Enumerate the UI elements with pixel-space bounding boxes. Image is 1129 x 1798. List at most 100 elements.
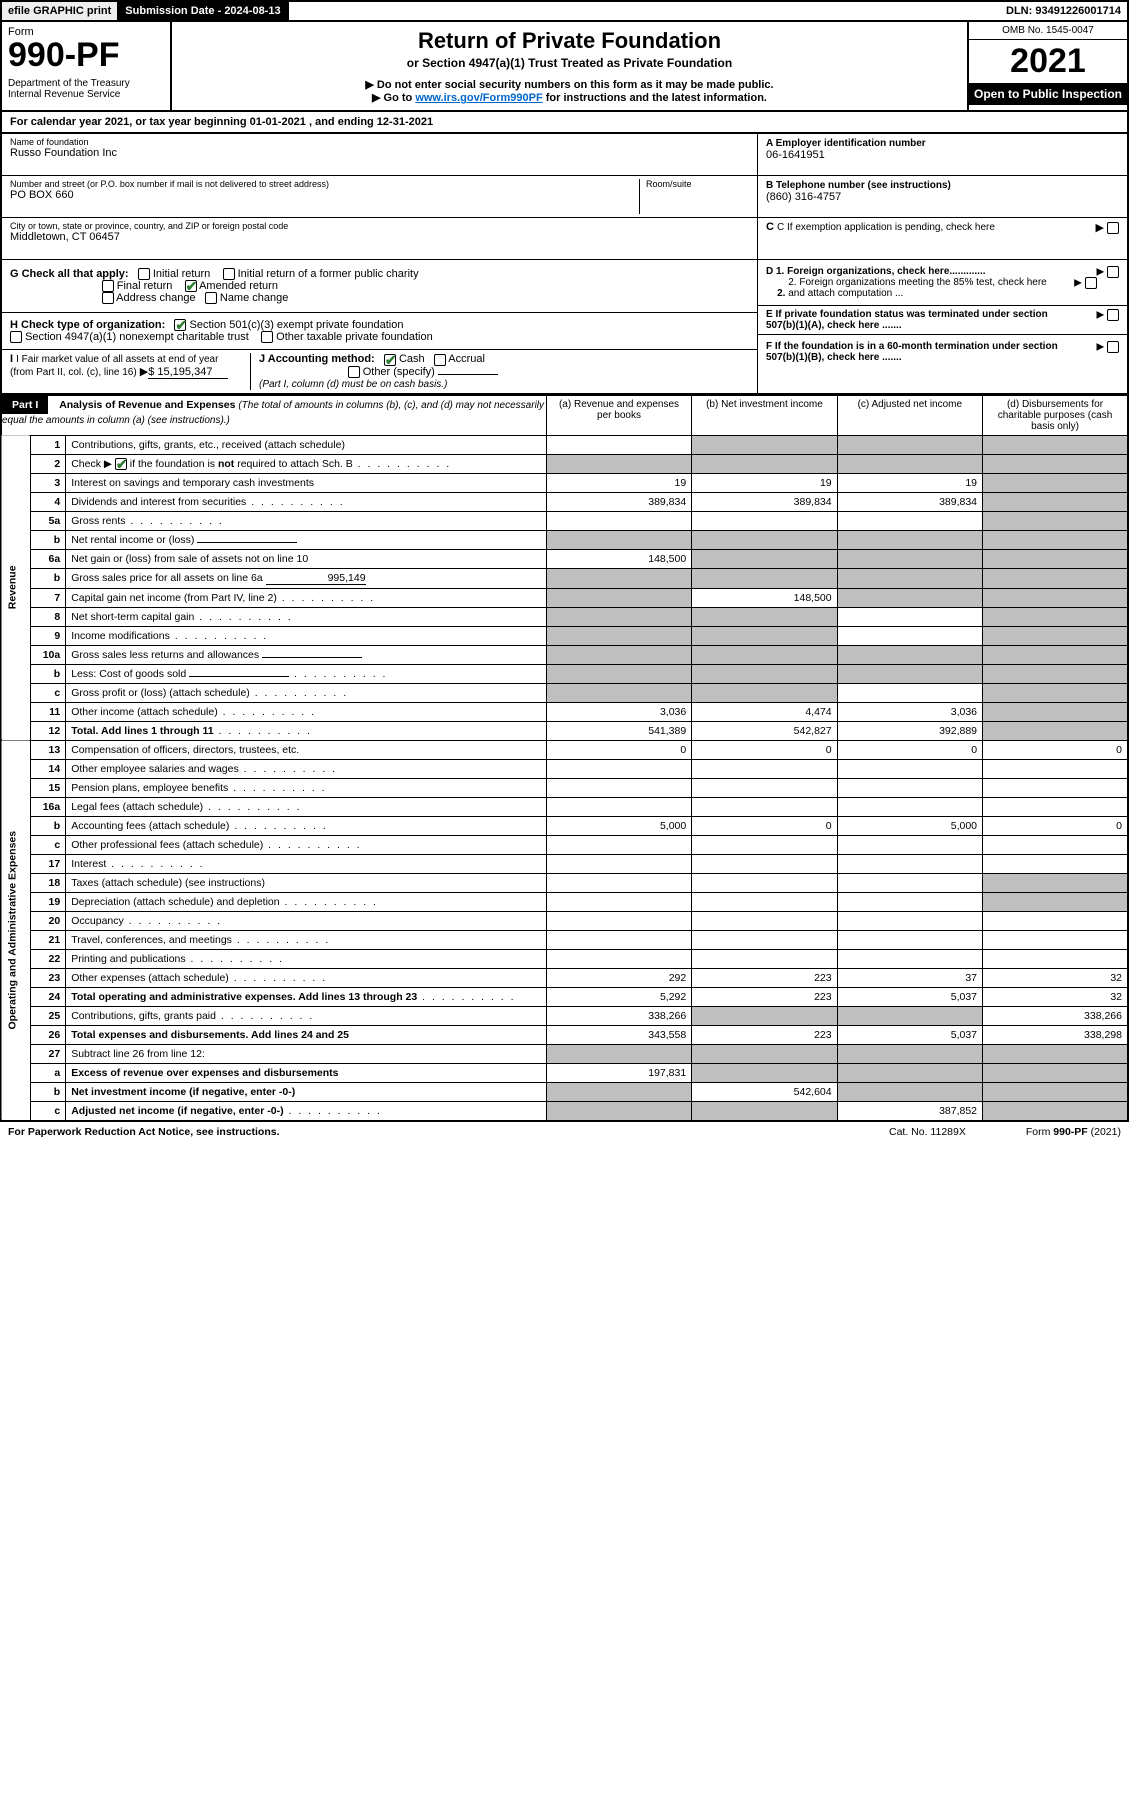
line-number: 12 [31,721,66,740]
line-description: Total. Add lines 1 through 11 [66,721,547,740]
amount-cell [837,645,982,664]
amount-cell: 37 [837,968,982,987]
line-description: Contributions, gifts, grants, etc., rece… [66,435,547,454]
table-row: bAccounting fees (attach schedule)5,0000… [1,816,1128,835]
chk-status-terminated[interactable] [1107,309,1119,321]
amount-cell [692,568,837,588]
chk-501c3[interactable] [174,319,186,331]
amount-cell [692,454,837,473]
chk-accrual[interactable] [434,354,446,366]
table-row: aExcess of revenue over expenses and dis… [1,1063,1128,1082]
table-row: 11Other income (attach schedule)3,0364,4… [1,702,1128,721]
instructions-link-line: ▶ Go to www.irs.gov/Form990PF for instru… [184,91,955,104]
amount-cell: 541,389 [546,721,691,740]
line-number: 22 [31,949,66,968]
line-number: b [31,664,66,683]
submission-date: Submission Date - 2024-08-13 [119,2,288,20]
table-row: 3Interest on savings and temporary cash … [1,473,1128,492]
chk-final-return[interactable] [102,280,114,292]
line-number: 13 [31,740,66,759]
table-row: 25Contributions, gifts, grants paid338,2… [1,1006,1128,1025]
city-label: City or town, state or province, country… [10,221,749,231]
chk-foreign-org[interactable] [1107,266,1119,278]
amount-cell [692,873,837,892]
amount-cell [837,664,982,683]
line-description: Taxes (attach schedule) (see instruction… [66,873,547,892]
line-description: Adjusted net income (if negative, enter … [66,1101,547,1121]
table-row: cAdjusted net income (if negative, enter… [1,1101,1128,1121]
chk-amended-return[interactable] [185,280,197,292]
table-row: 27Subtract line 26 from line 12: [1,1044,1128,1063]
amount-cell [983,1082,1128,1101]
line-number: c [31,835,66,854]
amount-cell [837,1063,982,1082]
amount-cell [837,1044,982,1063]
line-description: Printing and publications [66,949,547,968]
line-number: 19 [31,892,66,911]
amount-cell [692,930,837,949]
chk-other-taxable[interactable] [261,331,273,343]
name-label: Name of foundation [10,137,749,147]
table-row: 6aNet gain or (loss) from sale of assets… [1,549,1128,568]
dept-treasury: Department of the Treasury Internal Reve… [8,78,164,100]
chk-name-change[interactable] [205,292,217,304]
amount-cell [837,1006,982,1025]
chk-85pct[interactable] [1085,277,1097,289]
amount-cell: 0 [546,740,691,759]
amount-cell: 338,266 [983,1006,1128,1025]
chk-60month[interactable] [1107,341,1119,353]
amount-cell [546,1101,691,1121]
amount-cell: 3,036 [837,702,982,721]
section-f: F If the foundation is in a 60-month ter… [758,335,1127,369]
table-row: 21Travel, conferences, and meetings [1,930,1128,949]
amount-cell [837,568,982,588]
amount-cell [546,854,691,873]
amount-cell [837,797,982,816]
amount-cell [546,664,691,683]
table-row: bNet investment income (if negative, ent… [1,1082,1128,1101]
amount-cell: 223 [692,987,837,1006]
amount-cell: 3,036 [546,702,691,721]
amount-cell [983,949,1128,968]
amount-cell [692,759,837,778]
line-description: Net rental income or (loss) [66,530,547,549]
chk-exemption-pending[interactable] [1107,222,1119,234]
form-header: Form 990-PF Department of the Treasury I… [0,22,1129,112]
tax-year: 2021 [969,40,1127,83]
efile-print-button[interactable]: efile GRAPHIC print [2,2,119,20]
chk-initial-former[interactable] [223,268,235,280]
line-number: 14 [31,759,66,778]
amount-cell [983,778,1128,797]
amount-cell [692,683,837,702]
line-description: Travel, conferences, and meetings [66,930,547,949]
line-description: Total operating and administrative expen… [66,987,547,1006]
amount-cell [837,949,982,968]
chk-initial-return[interactable] [138,268,150,280]
amount-cell [692,797,837,816]
amount-cell [983,1044,1128,1063]
chk-cash[interactable] [384,354,396,366]
table-row: bNet rental income or (loss) [1,530,1128,549]
irs-link[interactable]: www.irs.gov/Form990PF [415,92,542,104]
table-row: 14Other employee salaries and wages [1,759,1128,778]
amount-cell [546,683,691,702]
amount-cell [983,854,1128,873]
amount-cell: 32 [983,987,1128,1006]
line-number: c [31,1101,66,1121]
chk-other-method[interactable] [348,366,360,378]
amount-cell: 4,474 [692,702,837,721]
amount-cell [546,873,691,892]
table-row: 20Occupancy [1,911,1128,930]
line-number: 1 [31,435,66,454]
line-description: Interest [66,854,547,873]
amount-cell [546,626,691,645]
ein-label: A Employer identification number [766,138,926,149]
amount-cell [546,759,691,778]
chk-4947[interactable] [10,331,22,343]
form-title: Return of Private Foundation [184,28,955,54]
amount-cell [692,626,837,645]
amount-cell [546,949,691,968]
fmv-value: $ 15,195,347 [148,366,228,379]
table-row: 17Interest [1,854,1128,873]
chk-address-change[interactable] [102,292,114,304]
